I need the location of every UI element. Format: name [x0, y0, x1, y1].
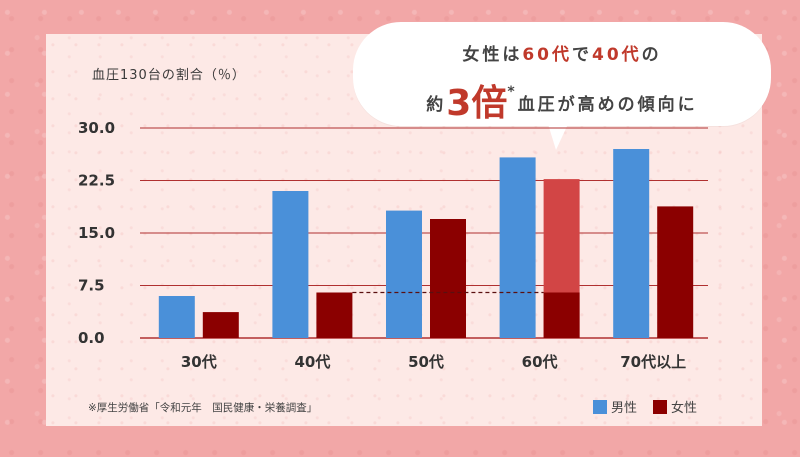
bubble-tail	[548, 124, 568, 150]
bar-male	[499, 157, 536, 338]
legend: 男性 女性	[593, 397, 707, 416]
legend-label-female: 女性	[671, 401, 698, 416]
bubble-text-a: 女性は	[462, 45, 523, 65]
bubble-text-60s: 60代	[522, 45, 572, 65]
y-tick-label: 0.0	[78, 329, 105, 347]
x-category-label: 60代	[522, 353, 558, 371]
bubble-big-3x: 3倍	[446, 83, 508, 124]
bubble-text-no: の	[641, 45, 662, 65]
bar-male	[158, 296, 195, 338]
x-category-label: 30代	[181, 353, 217, 371]
y-tick-label: 15.0	[78, 224, 115, 242]
bar-female	[430, 219, 466, 338]
y-tick-label: 7.5	[78, 277, 105, 295]
x-category-label: 70代以上	[620, 353, 686, 371]
bar-female	[316, 292, 353, 338]
bubble-text-40s: 40代	[592, 45, 642, 65]
y-tick-label: 22.5	[78, 172, 115, 190]
legend-swatch-male	[593, 399, 607, 414]
bubble-prefix: 約	[426, 95, 447, 115]
bar-male	[386, 210, 422, 338]
x-category-label: 40代	[294, 353, 330, 371]
bubble-asterisk: *	[507, 84, 518, 100]
bubble-suffix: 血圧が高めの傾向に	[517, 95, 698, 115]
bubble-text-de: で	[572, 45, 592, 65]
speech-bubble: 女性は60代で40代の 約3倍*血圧が高めの傾向に	[353, 22, 771, 126]
source-note: ※厚生労働省「令和元年 国民健康・栄養調査」	[88, 402, 318, 414]
bubble-line-1: 女性は60代で40代の	[353, 40, 771, 65]
x-category-label: 50代	[408, 353, 444, 371]
legend-label-male: 男性	[611, 401, 638, 416]
bar-male	[613, 149, 650, 338]
y-axis-label: 血圧130台の割合（％）	[92, 68, 246, 83]
legend-item-female: 女性	[653, 397, 697, 416]
bubble-line-2: 約3倍*血圧が高めの傾向に	[353, 74, 771, 126]
legend-item-male: 男性	[593, 397, 637, 416]
bar-female	[202, 312, 239, 338]
legend-swatch-female	[653, 399, 668, 414]
bar-female-base-segment	[543, 292, 580, 338]
bar-female	[657, 206, 694, 338]
y-tick-label: 30.0	[78, 119, 115, 137]
bar-male	[272, 191, 309, 338]
